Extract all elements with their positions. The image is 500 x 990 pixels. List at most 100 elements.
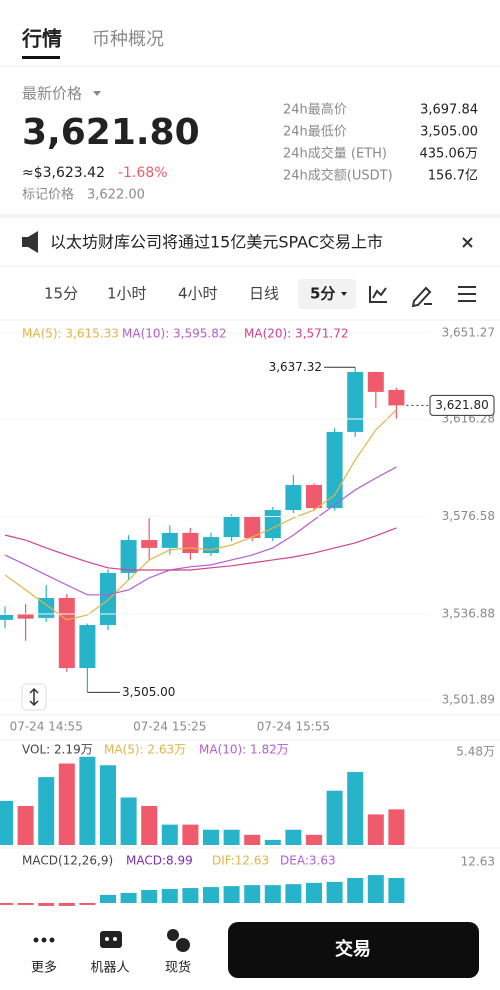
- news[interactable]: 以太坊财库公司将通过15亿美元SPAC交易上市: [50, 233, 383, 252]
- volume-bar: [100, 765, 116, 845]
- candle-body: [203, 537, 219, 554]
- change: -1.68%: [118, 165, 168, 181]
- draw-icon[interactable]: [411, 286, 432, 308]
- volume-bar: [264, 839, 281, 845]
- macd-bar: [0, 903, 13, 905]
- y-tick-label: 3,576.58: [442, 509, 495, 523]
- speaker-icon: [22, 231, 38, 253]
- stat-value: 156.7亿: [428, 169, 478, 184]
- high-label: 3,637.32: [269, 360, 322, 374]
- candle-body: [17, 613, 34, 619]
- stat-label: 24h最高价: [283, 102, 347, 118]
- volume-bar: [223, 829, 240, 845]
- vol-legend: MA(10): 1.82万: [199, 743, 289, 757]
- x-tick-label: 07-24 15:55: [257, 720, 330, 734]
- volume-bar: [347, 772, 364, 845]
- tab-underline: [22, 56, 60, 59]
- expand-button[interactable]: [21, 683, 47, 711]
- macd-bar: [120, 892, 137, 903]
- chart-type-icon[interactable]: [369, 286, 387, 303]
- volume-bar: [326, 790, 343, 845]
- candle-body: [367, 371, 384, 392]
- interval[interactable]: 1小时: [107, 285, 147, 303]
- candle-body: [79, 625, 96, 669]
- macd-bar: [367, 875, 384, 903]
- interval[interactable]: 15分: [44, 285, 78, 303]
- dropdown-arrow: [93, 91, 101, 96]
- interval-selected-bg: [298, 279, 356, 309]
- trade-button[interactable]: [228, 922, 479, 978]
- volume-bar: [0, 800, 13, 845]
- stat-label: 24h成交额(USDT): [283, 168, 393, 184]
- macd-bar: [182, 888, 199, 903]
- candle-body: [285, 485, 302, 511]
- close-icon[interactable]: [462, 237, 473, 248]
- macd-bar: [347, 878, 364, 903]
- macd-bar: [79, 903, 96, 905]
- macd-bar: [306, 882, 322, 903]
- macd-bar: [223, 886, 240, 903]
- candle-body: [161, 532, 178, 548]
- volume-bar: [203, 829, 219, 845]
- trade-button-label[interactable]: 交易: [335, 938, 371, 960]
- macd-bar: [285, 884, 302, 903]
- macd-bar: [264, 885, 281, 903]
- y-tick-label: 3,536.88: [442, 607, 495, 621]
- more-icon[interactable]: [33, 937, 55, 943]
- last-price: 3,621.80: [22, 112, 200, 153]
- volume-bar: [17, 805, 34, 845]
- volume-bar: [161, 824, 178, 845]
- candle-body: [58, 598, 75, 669]
- settings-icon[interactable]: [458, 286, 476, 302]
- mark-price: 3,622.00: [87, 188, 145, 203]
- nav-label[interactable]: 现货: [165, 960, 191, 976]
- x-tick-label: 07-24 14:55: [10, 720, 83, 734]
- macd-tick-label: 12.63: [461, 855, 495, 869]
- volume-bar: [141, 805, 158, 845]
- interval[interactable]: 日线: [249, 285, 279, 303]
- macd-bar: [388, 878, 405, 903]
- vol-legend: VOL: 2.19万: [22, 743, 93, 757]
- macd-legend: DIF:12.63: [212, 854, 269, 868]
- candle-body: [120, 540, 137, 573]
- last-price-label: 3,621.80: [435, 398, 488, 412]
- volume-bar: [285, 829, 302, 845]
- candle-body: [223, 516, 240, 538]
- candle-body: [326, 431, 343, 509]
- macd-bar: [326, 881, 343, 903]
- tab[interactable]: 币种概况: [92, 29, 164, 50]
- usd-price: ≈$3,623.42: [22, 165, 105, 181]
- robot-icon[interactable]: [100, 931, 122, 948]
- stat-label: 24h成交量 (ETH): [283, 146, 387, 162]
- y-tick-label: 3,651.27: [442, 326, 495, 340]
- stat-value: 3,505.00: [420, 125, 478, 140]
- interval[interactable]: 5分: [310, 285, 335, 303]
- candle-body: [38, 598, 55, 618]
- macd-bar: [161, 889, 178, 903]
- stat-value: 435.06万: [420, 147, 479, 162]
- ma-legend: MA(20): 3,571.72: [244, 327, 349, 341]
- nav-label[interactable]: 更多: [31, 960, 57, 976]
- interval[interactable]: 4小时: [178, 285, 218, 303]
- price-label[interactable]: 最新价格: [22, 85, 82, 103]
- candle-body: [347, 371, 364, 432]
- macd-bar: [100, 894, 116, 903]
- ma-legend: MA(5): 3,615.33: [22, 327, 119, 341]
- volume-bar: [38, 777, 55, 845]
- candle-body: [0, 614, 13, 620]
- tab-active[interactable]: 行情: [21, 27, 62, 51]
- nav-label[interactable]: 机器人: [90, 961, 129, 976]
- candle-body: [100, 572, 116, 626]
- last-price-box: [429, 394, 495, 416]
- y-tick-label: 3,501.89: [442, 693, 495, 707]
- spot-icon[interactable]: [167, 929, 190, 952]
- low-label: 3,505.00: [122, 685, 175, 699]
- macd-bar: [203, 887, 219, 903]
- volume-bar: [120, 797, 137, 845]
- volume-bar: [367, 814, 384, 845]
- candle-body: [388, 389, 405, 406]
- macd-bar: [141, 890, 158, 903]
- macd-legend: MACD:8.99: [126, 854, 193, 868]
- volume-bar: [182, 824, 199, 845]
